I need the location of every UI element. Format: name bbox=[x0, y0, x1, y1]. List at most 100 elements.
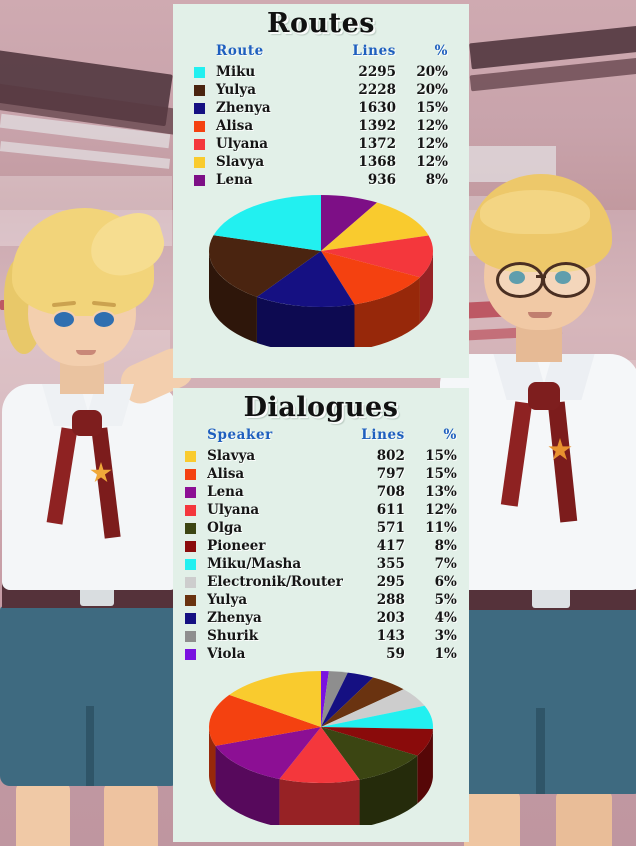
pie-slice-side bbox=[279, 779, 360, 825]
speaker-pct: 15% bbox=[425, 448, 457, 464]
pie-slice bbox=[321, 677, 404, 727]
color-swatch-icon bbox=[185, 469, 197, 480]
route-pct: 15% bbox=[416, 100, 448, 116]
pie-slice bbox=[321, 727, 418, 780]
route-name: Ulyana bbox=[216, 136, 269, 152]
color-swatch-icon bbox=[194, 103, 205, 114]
pie-slice bbox=[321, 671, 329, 727]
speaker-lines: 203 bbox=[376, 610, 405, 626]
pie-slice bbox=[321, 251, 420, 305]
speaker-lines: 355 bbox=[376, 556, 405, 572]
route-pct: 20% bbox=[416, 64, 448, 80]
pie-slice bbox=[213, 195, 321, 251]
table-row: Ulyana 1372 12% bbox=[194, 135, 448, 153]
speaker-pct: 5% bbox=[434, 592, 457, 608]
speaker-name: Miku/Masha bbox=[207, 556, 302, 572]
pie-slice-side bbox=[209, 727, 216, 794]
pie-slice bbox=[321, 671, 348, 727]
dialogues-pie-chart bbox=[208, 671, 433, 825]
speaker-lines: 417 bbox=[376, 538, 405, 554]
route-swatch-icon bbox=[194, 117, 216, 135]
speaker-name: Lena bbox=[207, 484, 244, 500]
routes-col-swatch bbox=[194, 41, 216, 63]
pie-slice bbox=[321, 705, 433, 730]
pie-slice bbox=[229, 671, 321, 727]
table-row: Ulyana 611 12% bbox=[185, 501, 457, 519]
route-swatch-icon bbox=[194, 99, 216, 117]
route-lines: 2295 bbox=[358, 64, 396, 80]
route-name: Miku bbox=[216, 64, 256, 80]
dialogues-col-pct: % bbox=[443, 427, 457, 443]
route-name: Yulya bbox=[216, 82, 256, 98]
dialogues-col-lines: Lines bbox=[361, 427, 405, 443]
speaker-name: Slavya bbox=[207, 448, 256, 464]
speaker-name: Viola bbox=[207, 646, 246, 662]
pie-slice bbox=[321, 727, 433, 756]
speaker-pct: 3% bbox=[434, 628, 457, 644]
speaker-swatch-icon bbox=[185, 483, 207, 501]
speaker-swatch-icon bbox=[185, 537, 207, 555]
pie-slice-side bbox=[419, 251, 433, 324]
speaker-pct: 4% bbox=[434, 610, 457, 626]
speaker-swatch-icon bbox=[185, 447, 207, 465]
table-row: Lena 936 8% bbox=[194, 171, 448, 189]
pie-slice-side bbox=[354, 277, 420, 347]
speaker-lines: 802 bbox=[376, 448, 405, 464]
route-name: Alisa bbox=[216, 118, 254, 134]
speaker-swatch-icon bbox=[185, 573, 207, 591]
speaker-lines: 611 bbox=[376, 502, 405, 518]
route-lines: 2228 bbox=[358, 82, 396, 98]
color-swatch-icon bbox=[185, 631, 197, 642]
color-swatch-icon bbox=[194, 85, 205, 96]
route-pct: 8% bbox=[425, 172, 448, 188]
color-swatch-icon bbox=[185, 613, 197, 624]
speaker-pct: 13% bbox=[425, 484, 457, 500]
color-swatch-icon bbox=[185, 541, 197, 552]
table-row: Alisa 1392 12% bbox=[194, 117, 448, 135]
pie-slice bbox=[208, 694, 321, 746]
pie-slice-side bbox=[417, 729, 433, 804]
speaker-pct: 12% bbox=[425, 502, 457, 518]
speaker-lines: 797 bbox=[376, 466, 405, 482]
route-swatch-icon bbox=[194, 63, 216, 81]
speaker-swatch-icon bbox=[185, 465, 207, 483]
route-name: Slavya bbox=[216, 154, 265, 170]
dialogues-pie-wrap bbox=[173, 663, 469, 825]
color-swatch-icon bbox=[185, 577, 197, 588]
routes-pie-wrap bbox=[173, 189, 469, 347]
route-pct: 20% bbox=[416, 82, 448, 98]
route-pct: 12% bbox=[416, 118, 448, 134]
table-row: Alisa 797 15% bbox=[185, 465, 457, 483]
speaker-name: Ulyana bbox=[207, 502, 260, 518]
routes-panel: Routes Route Lines % Miku 2295 20% Yulya 222… bbox=[173, 4, 469, 378]
table-row: Slavya 1368 12% bbox=[194, 153, 448, 171]
speaker-pct: 8% bbox=[434, 538, 457, 554]
dialogues-title: Dialogues bbox=[243, 392, 399, 423]
speaker-name: Pioneer bbox=[207, 538, 266, 554]
speaker-swatch-icon bbox=[185, 609, 207, 627]
route-lines: 1392 bbox=[358, 118, 396, 134]
route-lines: 1630 bbox=[358, 100, 396, 116]
glasses-icon bbox=[496, 262, 544, 298]
speaker-lines: 295 bbox=[376, 574, 405, 590]
routes-col-lines: Lines bbox=[352, 43, 396, 59]
routes-title: Routes bbox=[267, 8, 375, 39]
route-lines: 936 bbox=[367, 172, 396, 188]
pie-slice-side bbox=[209, 251, 257, 343]
pie-slice bbox=[321, 672, 374, 727]
speaker-lines: 288 bbox=[376, 592, 405, 608]
pie-slice bbox=[321, 195, 378, 251]
speaker-name: Zhenya bbox=[207, 610, 262, 626]
pie-slice bbox=[321, 689, 425, 727]
speaker-swatch-icon bbox=[185, 627, 207, 645]
speaker-name: Yulya bbox=[207, 592, 248, 608]
speaker-swatch-icon bbox=[185, 501, 207, 519]
dialogues-col-swatch bbox=[185, 425, 207, 447]
color-swatch-icon bbox=[185, 649, 197, 660]
dialogues-panel: Dialogues Speaker Lines % Slavya 802 15% Al… bbox=[173, 388, 469, 842]
color-swatch-icon bbox=[185, 487, 197, 498]
speaker-lines: 571 bbox=[376, 520, 405, 536]
pie-slice bbox=[321, 202, 429, 251]
pie-slice bbox=[256, 251, 355, 308]
speaker-swatch-icon bbox=[185, 645, 207, 663]
